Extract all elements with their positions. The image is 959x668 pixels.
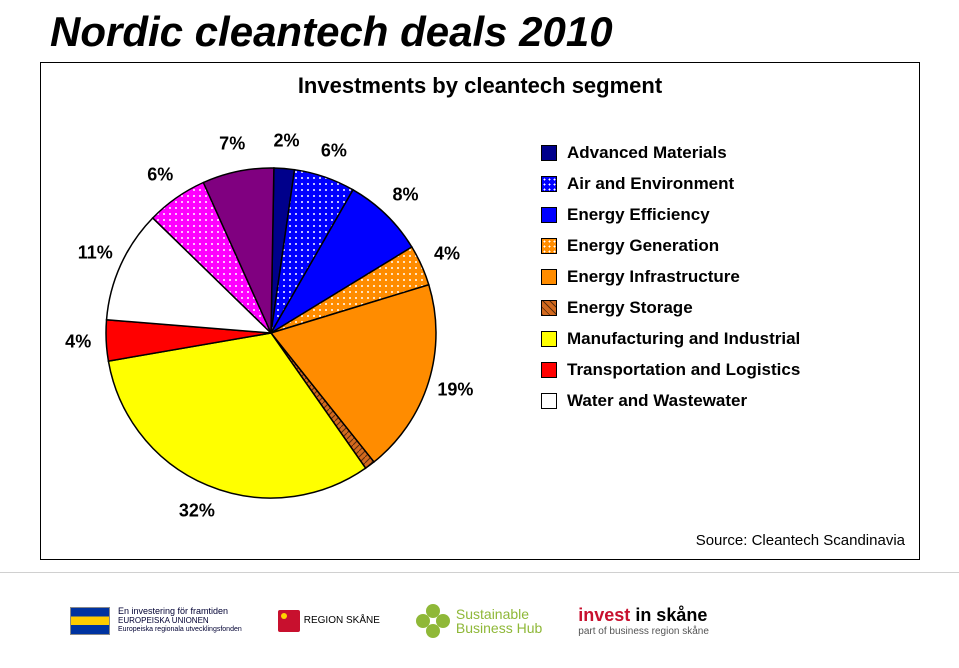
legend-swatch (541, 207, 557, 223)
invest-word2: in skåne (630, 605, 707, 625)
eu-line3: Europeiska regionala utvecklingsfonden (118, 626, 242, 634)
legend-label: Energy Storage (567, 298, 693, 318)
pct-label: 8% (393, 184, 419, 205)
pie-chart (101, 163, 441, 503)
legend-label: Energy Efficiency (567, 205, 710, 225)
sbh-line2: Business Hub (456, 621, 542, 635)
legend-item: Energy Infrastructure (541, 267, 901, 287)
eu-flag-icon (70, 607, 110, 635)
invest-word1: invest (578, 605, 630, 625)
slide: Nordic cleantech deals 2010 Investments … (0, 0, 959, 668)
pct-label: 32% (179, 501, 215, 522)
legend-label: Advanced Materials (567, 143, 727, 163)
legend-swatch (541, 362, 557, 378)
legend-swatch (541, 238, 557, 254)
chart-container: Investments by cleantech segment 2%6%8%4 (40, 62, 920, 560)
legend-item: Energy Generation (541, 236, 901, 256)
legend-swatch (541, 176, 557, 192)
sbh-logo: Sustainable Business Hub (416, 604, 542, 638)
pct-label: 4% (65, 331, 91, 352)
legend-item: Energy Storage (541, 298, 901, 318)
legend-item: Advanced Materials (541, 143, 901, 163)
pie-svg (101, 163, 441, 503)
legend-item: Transportation and Logistics (541, 360, 901, 380)
legend: Advanced Materials Air and Environment E… (541, 143, 901, 422)
skane-text: REGION SKÅNE (304, 615, 380, 626)
source-text: Source: Cleantech Scandinavia (696, 532, 905, 549)
page-title: Nordic cleantech deals 2010 (50, 8, 613, 56)
legend-item: Manufacturing and Industrial (541, 329, 901, 349)
legend-swatch (541, 269, 557, 285)
pct-label: 6% (321, 140, 347, 161)
legend-swatch (541, 331, 557, 347)
legend-label: Energy Generation (567, 236, 719, 256)
legend-swatch (541, 300, 557, 316)
sbh-line1: Sustainable (456, 607, 542, 621)
pct-label: 4% (434, 243, 460, 264)
legend-label: Transportation and Logistics (567, 360, 800, 380)
legend-label: Air and Environment (567, 174, 734, 194)
legend-item: Air and Environment (541, 174, 901, 194)
pct-label: 2% (273, 130, 299, 151)
legend-swatch (541, 145, 557, 161)
legend-label: Water and Wastewater (567, 391, 747, 411)
legend-swatch (541, 393, 557, 409)
footer-logos: En investering för framtiden EUROPEISKA … (0, 572, 959, 668)
pct-label: 19% (437, 380, 473, 401)
invest-sub: part of business region skåne (578, 626, 709, 637)
sbh-icon (416, 604, 450, 638)
eu-line2: EUROPEISKA UNIONEN (118, 617, 242, 626)
skane-icon (278, 610, 300, 632)
skane-logo: REGION SKÅNE (278, 610, 380, 632)
pct-label: 11% (78, 243, 113, 264)
invest-logo: invest in skåne part of business region … (578, 605, 709, 637)
legend-label: Manufacturing and Industrial (567, 329, 800, 349)
sbh-text: Sustainable Business Hub (456, 607, 542, 635)
legend-label: Energy Infrastructure (567, 267, 740, 287)
pct-label: 6% (147, 164, 173, 185)
legend-item: Energy Efficiency (541, 205, 901, 225)
chart-subtitle: Investments by cleantech segment (41, 73, 919, 99)
legend-item: Water and Wastewater (541, 391, 901, 411)
eu-logo: En investering för framtiden EUROPEISKA … (70, 607, 242, 635)
eu-logo-text: En investering för framtiden EUROPEISKA … (118, 607, 242, 633)
pct-label: 7% (219, 133, 245, 154)
